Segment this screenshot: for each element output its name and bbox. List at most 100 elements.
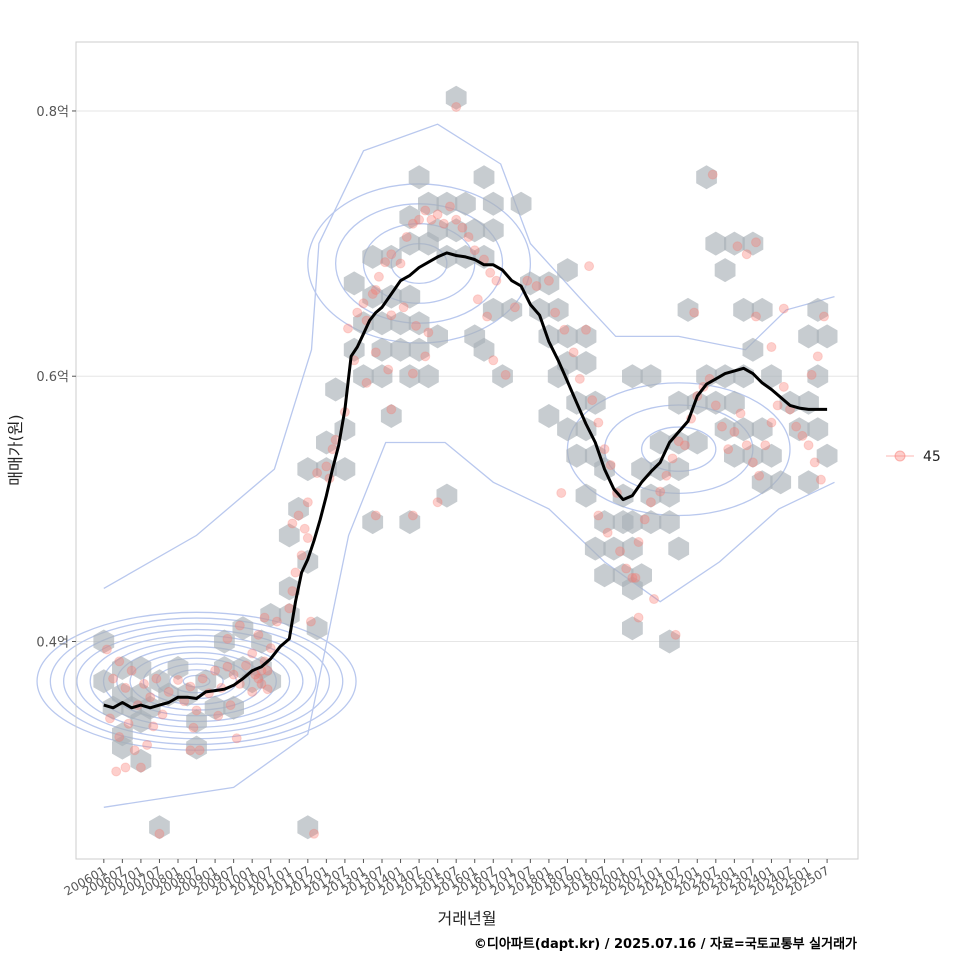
hex-bin	[223, 695, 244, 720]
source-caption: ©디아파트(dapt.kr) / 2025.07.16 / 자료=국토교통부 실…	[473, 937, 857, 952]
data-point	[438, 218, 449, 229]
data-point	[766, 342, 777, 353]
data-point	[531, 281, 542, 292]
data-point	[157, 709, 168, 720]
hex-bin	[668, 536, 690, 561]
data-point	[717, 421, 727, 432]
data-point	[602, 527, 613, 538]
data-point	[210, 665, 221, 676]
data-point	[343, 323, 353, 334]
hex-bin	[232, 616, 254, 641]
data-point	[673, 436, 684, 447]
hex-bin	[529, 297, 550, 322]
data-point	[367, 288, 378, 299]
hex-bin	[501, 297, 523, 322]
hex-bin	[622, 616, 643, 641]
data-point	[154, 828, 165, 839]
hex-bin	[798, 324, 819, 349]
data-point	[445, 201, 455, 212]
data-point	[191, 705, 202, 716]
data-point	[231, 733, 242, 744]
hex-bin	[214, 656, 235, 680]
hex-bin	[418, 364, 439, 389]
data-point	[420, 351, 431, 362]
hex-bin	[742, 443, 764, 468]
data-point	[803, 440, 814, 451]
data-point	[522, 275, 533, 286]
hex-bin	[427, 218, 448, 243]
hex-bin	[399, 205, 421, 230]
data-point	[550, 307, 561, 318]
hex-bin	[714, 364, 736, 389]
data-point	[173, 674, 183, 685]
data-point	[420, 205, 431, 216]
hex-bin	[288, 496, 309, 521]
hex-bin	[278, 576, 300, 601]
hex-bin	[751, 297, 773, 322]
hex-bins	[93, 85, 838, 840]
data-point	[395, 258, 406, 269]
hex-bin	[343, 271, 365, 296]
data-point	[120, 762, 131, 773]
hex-bin	[399, 231, 421, 256]
data-point	[148, 721, 159, 732]
data-point	[593, 417, 604, 428]
hex-bin	[436, 244, 458, 269]
data-point	[729, 426, 740, 437]
data-point	[287, 518, 298, 529]
hex-bin	[371, 364, 393, 389]
hex-bin	[149, 815, 170, 840]
hex-bin	[761, 443, 782, 468]
legend-key-point	[894, 450, 906, 462]
data-point	[689, 307, 700, 318]
hex-bin	[816, 324, 838, 349]
hex-bin	[130, 748, 152, 773]
data-point	[509, 302, 520, 313]
data-point	[593, 510, 604, 521]
y-axis: 0.4억 0.6억 0.8억	[36, 105, 76, 650]
data-point	[491, 275, 502, 286]
hex-bin	[390, 337, 411, 362]
trend-series-line	[103, 251, 828, 710]
data-point	[599, 444, 610, 455]
data-point	[791, 421, 802, 432]
data-point	[741, 249, 752, 260]
data-point	[485, 267, 496, 278]
data-point	[432, 497, 443, 508]
data-point	[383, 364, 394, 375]
data-point	[135, 762, 146, 773]
hex-bin	[427, 324, 448, 349]
hex-bin	[399, 510, 421, 535]
hex-bin	[455, 191, 476, 216]
data-point	[358, 298, 369, 309]
data-point	[639, 514, 650, 525]
hex-bin	[686, 430, 708, 455]
data-point	[732, 241, 743, 252]
data-point	[373, 271, 384, 282]
data-point	[321, 461, 332, 472]
data-point	[241, 660, 251, 671]
hex-bin	[622, 576, 643, 601]
hex-bin	[557, 324, 578, 349]
hex-bin	[195, 669, 217, 694]
hex-bin	[538, 404, 560, 428]
panel-border	[75, 41, 859, 860]
density-contour-outer	[103, 441, 835, 808]
hex-bin	[659, 483, 680, 508]
data-point	[386, 249, 397, 260]
hex-bin	[362, 510, 384, 535]
data-point	[621, 563, 632, 574]
hex-bin	[575, 324, 597, 349]
data-point	[815, 474, 826, 485]
data-point	[645, 497, 656, 508]
hex-bin	[380, 404, 402, 428]
trend-line	[103, 251, 828, 710]
hex-bin	[640, 364, 662, 389]
data-point	[185, 745, 196, 756]
hex-bin	[659, 510, 680, 535]
data-point	[543, 275, 554, 286]
data-point	[472, 294, 483, 305]
data-point	[741, 440, 752, 451]
data-point	[778, 303, 789, 314]
data-point	[114, 656, 125, 667]
